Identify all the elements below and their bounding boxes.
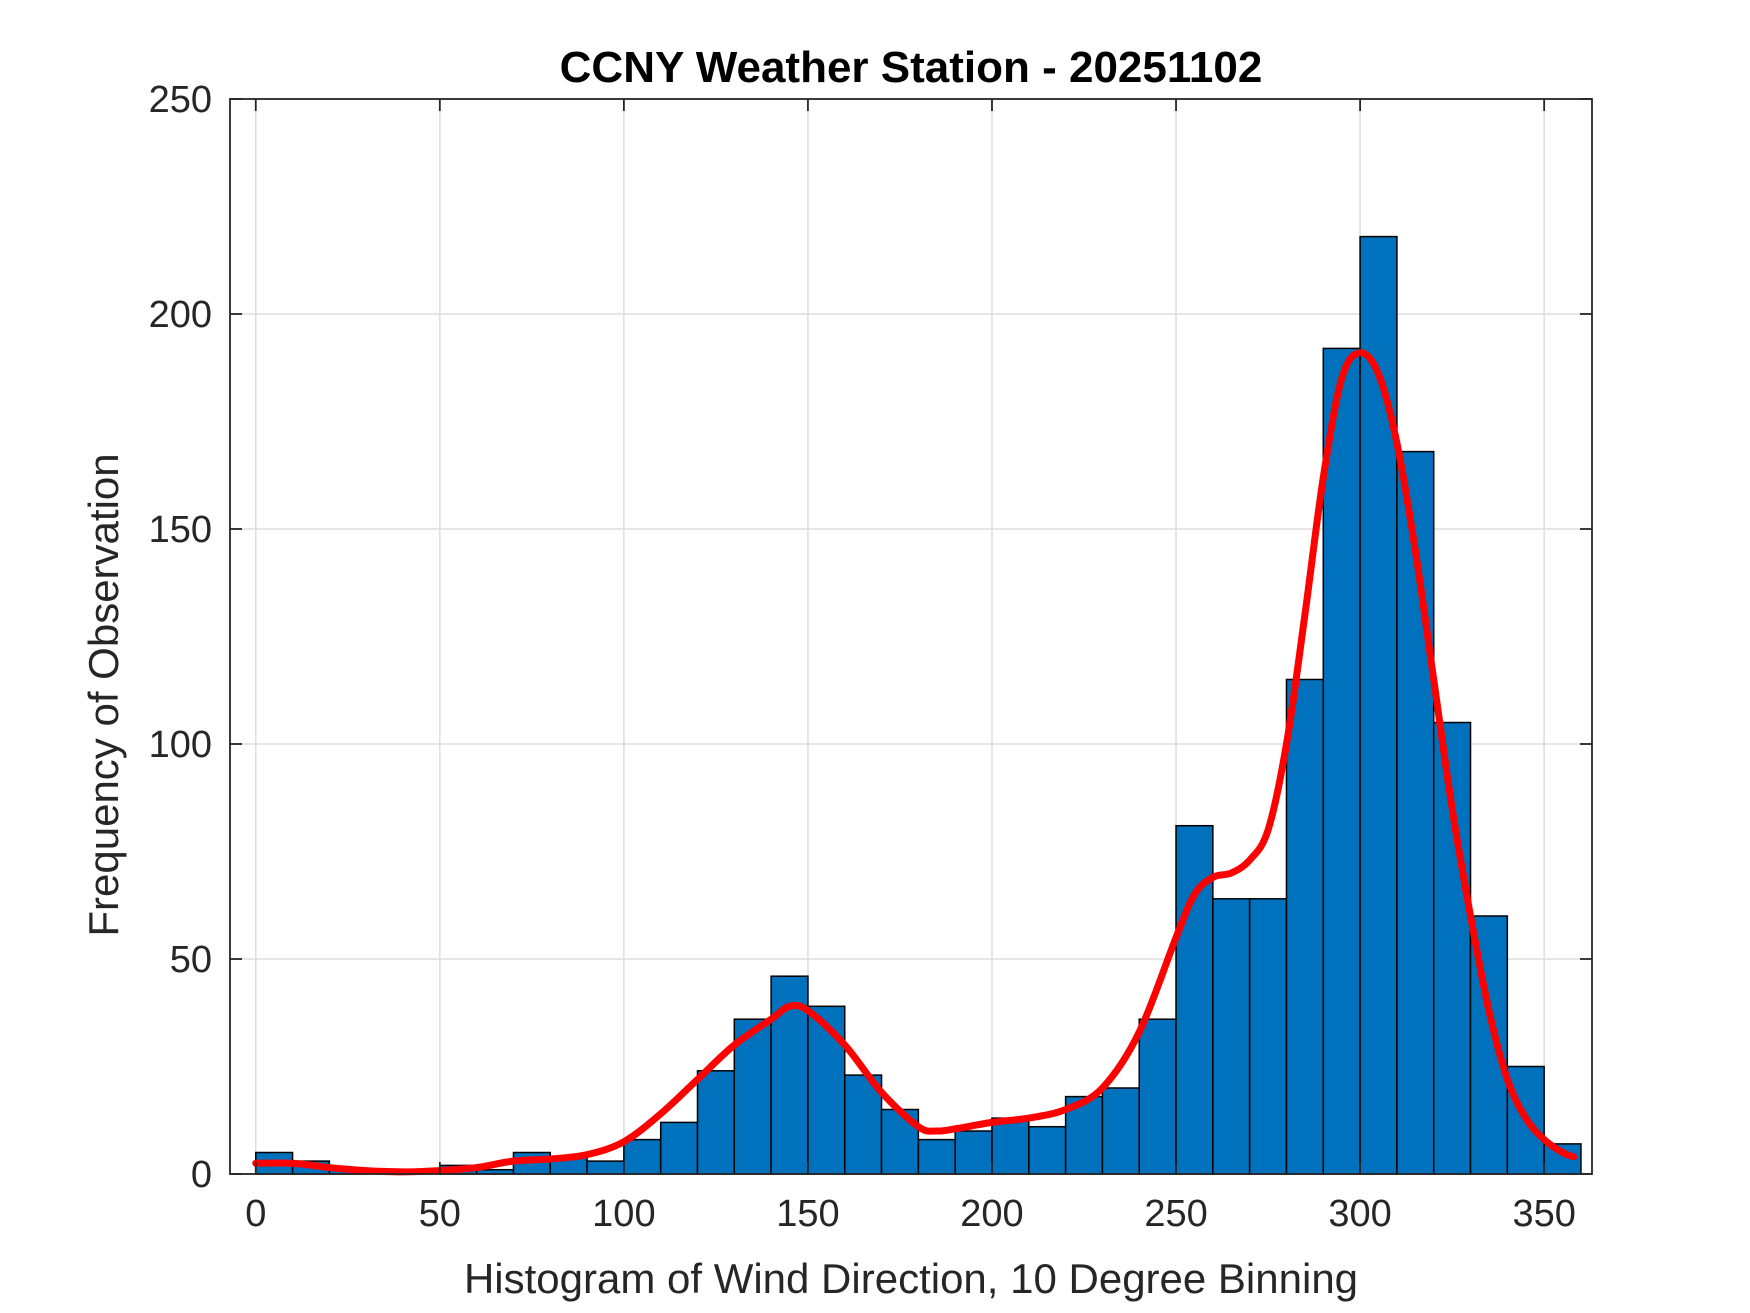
histogram-bar — [1248, 898, 1288, 1175]
x-tick-label: 250 — [1144, 1193, 1207, 1235]
y-tick-label: 150 — [149, 509, 212, 551]
histogram-bar — [659, 1121, 699, 1175]
density-curve — [252, 349, 1578, 1176]
x-tick-label: 100 — [592, 1193, 655, 1235]
histogram-bar — [696, 1070, 736, 1175]
y-tick-label: 0 — [191, 1154, 212, 1196]
histogram-bar — [1359, 235, 1398, 1175]
histogram-bar — [1101, 1087, 1140, 1175]
plot-box — [229, 98, 1593, 1175]
y-tick-label: 50 — [170, 939, 212, 981]
histogram-bar — [991, 1117, 1030, 1175]
histogram-bar — [1322, 347, 1361, 1175]
chart-title: CCNY Weather Station - 20251102 — [560, 43, 1263, 92]
y-tick-label: 200 — [149, 294, 212, 336]
tick-labels: 0 50 100 150 200 250 300 350 0 50 100 150 200 250 — [149, 79, 1576, 1235]
histogram-bar — [586, 1160, 625, 1175]
x-tick-label: 200 — [960, 1193, 1023, 1235]
x-tick-label: 300 — [1328, 1193, 1391, 1235]
histogram-bar — [807, 1005, 846, 1175]
histogram-bar — [1212, 898, 1251, 1175]
x-axis-label: Histogram of Wind Direction, 10 Degree B… — [464, 1255, 1358, 1302]
density-curve-line — [252, 349, 1578, 1176]
x-tick-label: 350 — [1512, 1193, 1575, 1235]
histogram-bar — [917, 1138, 956, 1175]
histogram-bar — [954, 1130, 993, 1175]
x-tick-label: 50 — [419, 1193, 461, 1235]
histogram-bar — [1028, 1125, 1067, 1175]
histogram-bar — [623, 1138, 662, 1175]
x-tick-label: 0 — [245, 1193, 266, 1235]
x-tick-label: 150 — [776, 1193, 839, 1235]
y-tick-label: 250 — [149, 79, 212, 121]
histogram-bar — [1285, 678, 1325, 1175]
axes-frame — [229, 98, 1593, 1175]
histogram-bar — [1138, 1018, 1177, 1175]
y-tick-label: 100 — [149, 724, 212, 766]
y-axis-label: Frequency of Observation — [80, 453, 127, 936]
